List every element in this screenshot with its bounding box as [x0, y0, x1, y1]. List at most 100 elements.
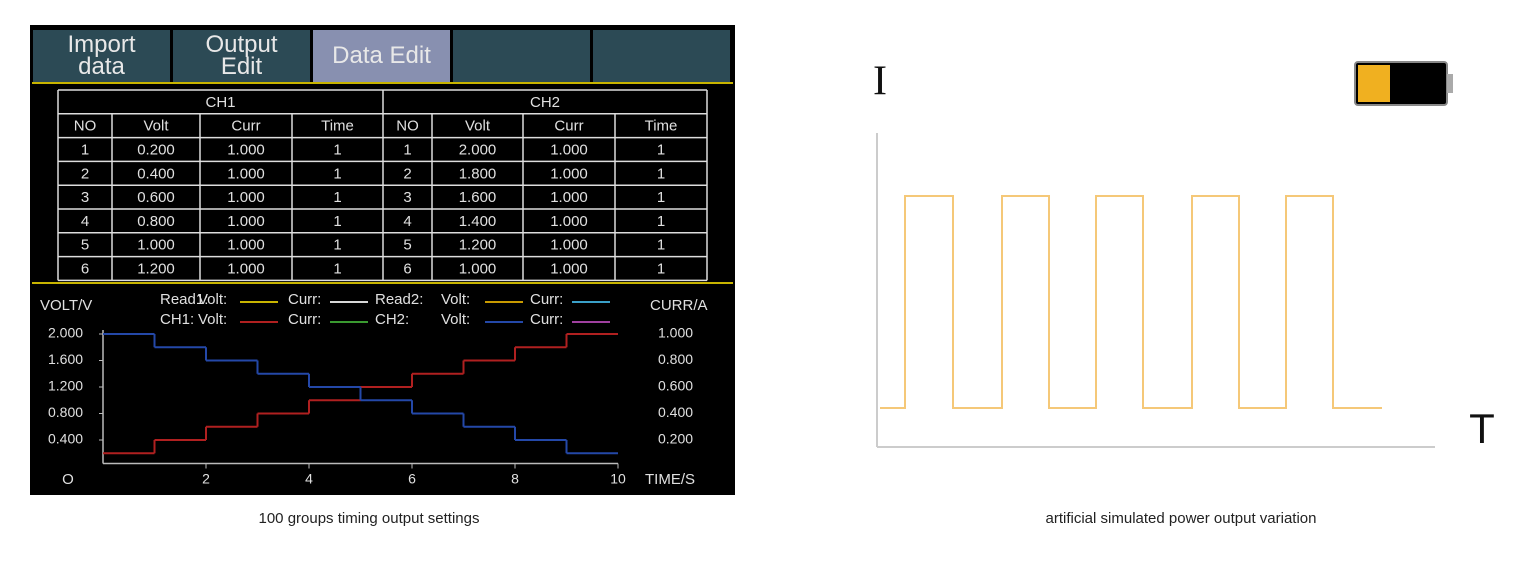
legend-label: Volt:: [198, 311, 227, 328]
table-cell: 1: [333, 237, 341, 254]
y2-tick-label: 1.000: [658, 325, 693, 341]
table-cell: 1.000: [550, 237, 588, 254]
legend-label: Volt:: [441, 311, 470, 328]
caption: 100 groups timing output settings: [259, 510, 480, 527]
table-cell: 1: [657, 213, 665, 230]
y2-axis-title: CURR/A: [650, 297, 708, 314]
column-header: Volt: [143, 118, 169, 135]
table-cell: 2: [403, 165, 411, 182]
tab[interactable]: Import data: [33, 30, 170, 82]
y2-tick-label: 0.800: [658, 351, 693, 367]
group-header: CH1: [205, 94, 235, 111]
table-cell: 1.000: [550, 213, 588, 230]
tab-label: Data Edit: [332, 42, 431, 69]
y-tick-label: 2.000: [48, 325, 83, 341]
y-tick-label: 0.800: [48, 404, 83, 420]
column-header: Volt: [465, 118, 491, 135]
x-tick-label: 4: [305, 471, 313, 487]
table-cell: 1: [657, 237, 665, 254]
table-cell: 3: [403, 189, 411, 206]
x-tick-label: 2: [202, 471, 210, 487]
battery-level: [1358, 65, 1390, 102]
table-cell: 1: [403, 141, 411, 158]
legend-group-label: CH2:: [375, 311, 409, 328]
axis-label: T: [1469, 405, 1495, 452]
table-cell: 4: [403, 213, 411, 230]
x-tick-label: 6: [408, 471, 416, 487]
table-cell: 1.000: [550, 260, 588, 277]
pulse-waveform: [880, 195, 1382, 409]
table-cell: 1.000: [227, 141, 265, 158]
table-cell: 1.000: [137, 237, 175, 254]
table-cell: 0.200: [137, 141, 175, 158]
tab-label: Output Edit: [205, 31, 278, 80]
table-cell: 0.800: [137, 213, 175, 230]
legend-label: Curr:: [288, 311, 321, 328]
table-cell: 1.000: [550, 165, 588, 182]
table-cell: 6: [403, 260, 411, 277]
table-cell: 1.800: [459, 165, 497, 182]
column-header: NO: [74, 118, 97, 135]
tab[interactable]: Output Edit: [173, 30, 310, 82]
group-header: CH2: [530, 94, 560, 111]
table-cell: 1: [657, 260, 665, 277]
legend-label: Curr:: [530, 291, 563, 308]
tab[interactable]: Data Edit: [313, 30, 450, 82]
table: CH1 CH2 NO Volt Curr Time NO Volt Curr Time 1 0.200…: [57, 89, 708, 282]
table-cell: 1: [333, 213, 341, 230]
tab-label: Import data: [67, 31, 136, 80]
table-cell: 1.000: [459, 260, 497, 277]
legend-group-label: Read1:: [160, 291, 208, 308]
table-cell: 1.000: [227, 260, 265, 277]
table-cell: 2: [81, 165, 89, 182]
table-cell: 4: [81, 213, 89, 230]
legend-label: Volt:: [198, 291, 227, 308]
tab[interactable]: [453, 30, 590, 82]
column-header: Curr: [554, 118, 583, 135]
y-tick-label: 0.400: [48, 431, 83, 447]
table-cell: 1: [657, 141, 665, 158]
table-cell: 1: [81, 141, 89, 158]
table-cell: 1.200: [459, 237, 497, 254]
legend-group-label: Read2:: [375, 291, 423, 308]
column-header: Curr: [231, 118, 260, 135]
caption: artificial simulated power output variat…: [1046, 510, 1317, 527]
table-cell: 1: [333, 189, 341, 206]
legend: Read1:Volt: Curr: Read2: Volt: Curr:CH1: Volt…: [160, 291, 610, 328]
table-cell: 6: [81, 260, 89, 277]
table-cell: 1.600: [459, 189, 497, 206]
chart: VOLT/V CURR/A TIME/S O 0.400 0.800 1.200 1.600 2…: [40, 297, 708, 488]
tab[interactable]: [593, 30, 730, 82]
table-cell: 0.400: [137, 165, 175, 182]
x-tick-label: 10: [610, 471, 626, 487]
axis-label: I: [873, 59, 887, 105]
legend-label: Volt:: [441, 291, 470, 308]
table-cell: 1.400: [459, 213, 497, 230]
table-cell: 1.000: [227, 189, 265, 206]
table-cell: 1.200: [137, 260, 175, 277]
legend-group-label: CH1:: [160, 311, 194, 328]
table-cell: 1.000: [550, 189, 588, 206]
table-cell: 0.600: [137, 189, 175, 206]
y-tick-label: 1.200: [48, 378, 83, 394]
table-cell: 1: [657, 189, 665, 206]
x-tick-label: 8: [511, 471, 519, 487]
legend-label: Curr:: [288, 291, 321, 308]
table-cell: 1: [333, 141, 341, 158]
column-header: Time: [321, 118, 354, 135]
y2-tick-label: 0.600: [658, 378, 693, 394]
legend-label: Curr:: [530, 311, 563, 328]
column-header: Time: [645, 118, 678, 135]
table-cell: 1: [333, 260, 341, 277]
table-cell: 1: [333, 165, 341, 182]
x-axis-title: TIME/S: [645, 471, 695, 488]
table-cell: 2.000: [459, 141, 497, 158]
battery-tip: [1447, 74, 1453, 93]
table-cell: 1.000: [550, 141, 588, 158]
y2-tick-label: 0.400: [658, 404, 693, 420]
table-cell: 1.000: [227, 213, 265, 230]
battery-icon: [1354, 61, 1453, 106]
table-cell: 1.000: [227, 237, 265, 254]
